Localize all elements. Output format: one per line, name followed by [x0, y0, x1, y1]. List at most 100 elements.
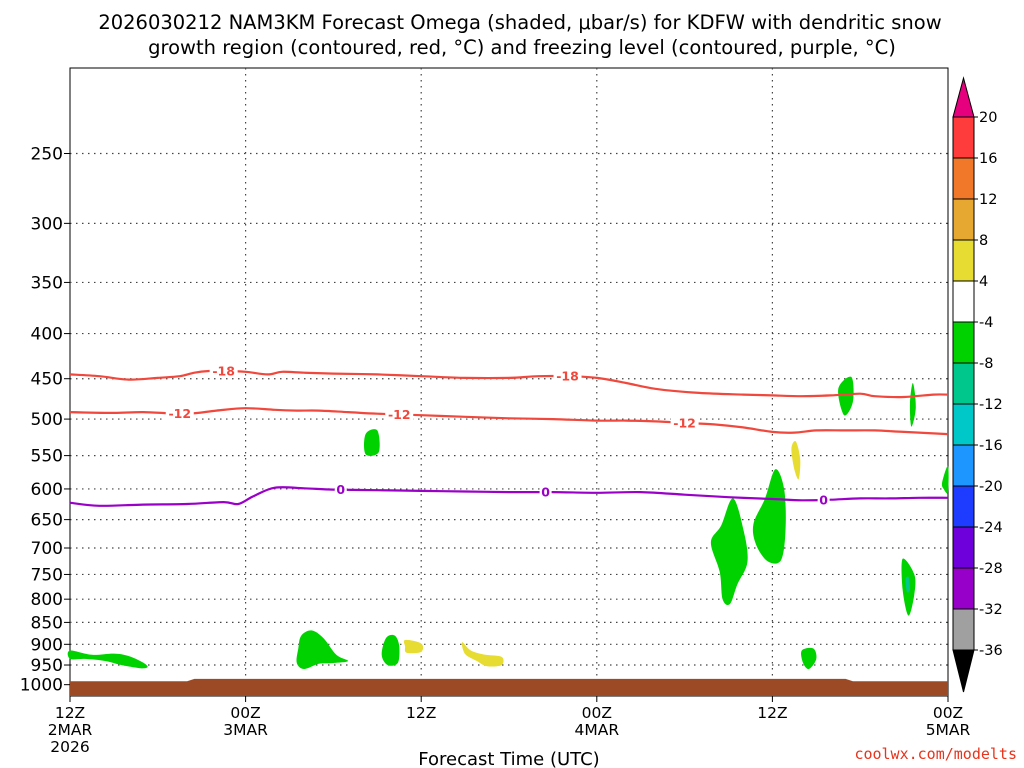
ground-below-surface — [70, 678, 948, 696]
colorbar-swatch — [952, 157, 975, 200]
y-tick-label: 800 — [31, 590, 63, 610]
plot-frame — [69, 67, 949, 697]
freezing-level-0-label: 0 — [541, 485, 550, 500]
x-tick-label: 4MAR — [574, 721, 619, 739]
colorbar-bottom-arrow — [952, 649, 975, 693]
colorbar-label: -24 — [979, 520, 1003, 536]
colorbar-label: 8 — [979, 233, 988, 249]
freezing-level-0-label-bg — [817, 492, 830, 507]
y-axis-ticks: 2503003504004505005506006507007508008509… — [20, 144, 70, 696]
colorbar-swatch — [952, 116, 975, 159]
omega-rising-6 — [752, 469, 786, 564]
dgz-minus18-label-bg — [209, 363, 238, 378]
omega-rising-3 — [364, 429, 380, 456]
dgz-minus12-label: -12 — [168, 406, 191, 421]
y-tick-label: 1000 — [20, 676, 63, 696]
y-tick-label: 850 — [31, 613, 63, 633]
dgz-minus12-label-bg — [670, 415, 699, 430]
colorbar-swatch — [952, 321, 975, 364]
dgz-minus12-label-bg — [385, 407, 414, 422]
colorbar-swatch — [952, 444, 975, 487]
y-tick-label: 700 — [31, 539, 63, 559]
contour-lines: -18 -18 -12 -12 -12 0 0 0 — [69, 363, 949, 507]
colorbar-swatch — [952, 239, 975, 282]
freezing-level-0-label-bg — [539, 485, 552, 500]
y-tick-label: 450 — [31, 370, 63, 390]
dgz-minus18-label-bg — [553, 369, 582, 384]
y-tick-label: 500 — [31, 410, 63, 430]
dgz-minus12-label-bg — [165, 406, 194, 421]
omega-rising-4 — [381, 634, 400, 666]
colorbar-label: 4 — [979, 274, 988, 290]
credit-text[interactable]: coolwx.com/modelts — [854, 745, 1017, 763]
colorbar-label: -20 — [979, 479, 1003, 495]
y-tick-label: 250 — [31, 144, 63, 164]
y-tick-label: 400 — [31, 325, 63, 345]
y-tick-label: 750 — [31, 565, 63, 585]
colorbar-top-arrow — [952, 76, 975, 118]
colorbar-label: 20 — [979, 110, 997, 126]
dgz-minus18-label: -18 — [556, 369, 579, 384]
dgz-minus18-line — [69, 369, 949, 399]
colorbar-label: 16 — [979, 151, 997, 167]
dgz-minus12-label: -12 — [673, 415, 696, 430]
colorbar-label: -28 — [979, 561, 1003, 577]
dgz-minus18-label: -18 — [212, 363, 235, 378]
colorbar: 20 16 12 8 4 -4 -8 -12 -16 -20 -24 -28 -32 -36 — [952, 76, 1003, 693]
omega-rising-core — [905, 576, 911, 593]
x-tick-label: 00Z — [582, 704, 612, 722]
x-tick-label: 12Z — [406, 704, 436, 722]
omega-sinking-3 — [791, 441, 801, 480]
omega-rising-11 — [941, 465, 949, 494]
x-tick-label: 12Z — [55, 704, 85, 722]
x-tick-label: 3MAR — [223, 721, 268, 739]
colorbar-swatch — [952, 362, 975, 405]
y-tick-label: 300 — [31, 214, 63, 234]
omega-rising-1 — [67, 650, 148, 669]
colorbar-swatch — [952, 403, 975, 446]
colorbar-label: 12 — [979, 192, 997, 208]
colorbar-label: -12 — [979, 397, 1003, 413]
freezing-level-0-label: 0 — [336, 482, 345, 497]
ground-fill — [70, 678, 948, 696]
colorbar-swatch — [952, 608, 975, 651]
omega-rising-2 — [296, 630, 349, 670]
y-tick-label: 900 — [31, 635, 63, 655]
freezing-level-0-label-bg — [334, 482, 347, 497]
y-tick-label: 950 — [31, 656, 63, 676]
dgz-minus12-label: -12 — [388, 407, 411, 422]
x-tick-label: 12Z — [757, 704, 787, 722]
colorbar-label: -32 — [979, 602, 1003, 618]
x-tick-label: 00Z — [933, 704, 963, 722]
y-tick-label: 600 — [31, 480, 63, 500]
y-tick-label: 550 — [31, 447, 63, 467]
colorbar-label: -8 — [979, 356, 993, 372]
x-tick-label: 5MAR — [926, 721, 971, 739]
chart-title-line-1: 2026030212 NAM3KM Forecast Omega (shaded… — [98, 11, 941, 34]
x-tick-label: 00Z — [230, 704, 260, 722]
colorbar-label: -16 — [979, 438, 1003, 454]
colorbar-label: -4 — [979, 315, 993, 331]
colorbar-swatch — [952, 280, 975, 323]
colorbar-swatch — [952, 198, 975, 241]
x-tick-label: 2MAR — [48, 721, 93, 739]
x-axis-label: Forecast Time (UTC) — [418, 749, 599, 768]
omega-rising-7 — [801, 647, 817, 670]
omega-rising-5 — [710, 498, 748, 605]
colorbar-swatch — [952, 526, 975, 569]
omega-shading — [67, 376, 949, 670]
freezing-level-0-label: 0 — [819, 492, 828, 507]
omega-sinking-2 — [461, 642, 504, 667]
y-tick-label: 350 — [31, 273, 63, 293]
chart-title-line-2: growth region (contoured, red, °C) and f… — [148, 36, 896, 59]
omega-sinking-1 — [403, 639, 424, 654]
colorbar-label: -36 — [979, 643, 1003, 659]
omega-rising-10 — [909, 382, 916, 427]
grid-lines — [69, 68, 948, 696]
colorbar-swatch — [952, 567, 975, 610]
x-tick-label: 2026 — [50, 738, 89, 756]
colorbar-swatch — [952, 485, 975, 528]
freezing-level-0-line — [69, 486, 949, 507]
